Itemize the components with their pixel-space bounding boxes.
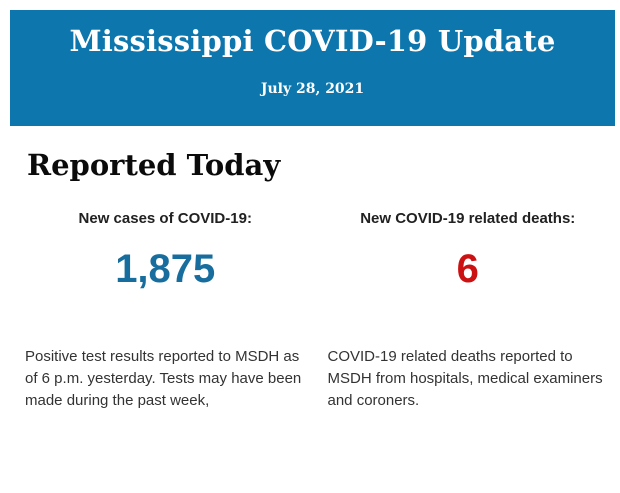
new-cases-value: 1,875 [115,247,216,291]
new-deaths-value: 6 [456,247,479,291]
new-cases-label: New cases of COVID-19: [78,210,252,227]
new-deaths-label: New COVID-19 related deaths: [360,210,576,227]
stat-new-deaths: New COVID-19 related deaths: 6 COVID-19 … [328,210,609,412]
stat-new-cases: New cases of COVID-19: 1,875 Positive te… [25,210,306,412]
new-deaths-description: COVID-19 related deaths reported to MSDH… [327,348,603,409]
page-title: Mississippi COVID-19 Update [69,24,556,58]
new-cases-description: Positive test results reported to MSDH a… [25,348,302,409]
section-heading: Reported Today [27,148,281,182]
header-date: July 28, 2021 [260,81,365,97]
stats-row: New cases of COVID-19: 1,875 Positive te… [25,210,608,412]
header-banner: Mississippi COVID-19 Update July 28, 202… [10,10,615,126]
